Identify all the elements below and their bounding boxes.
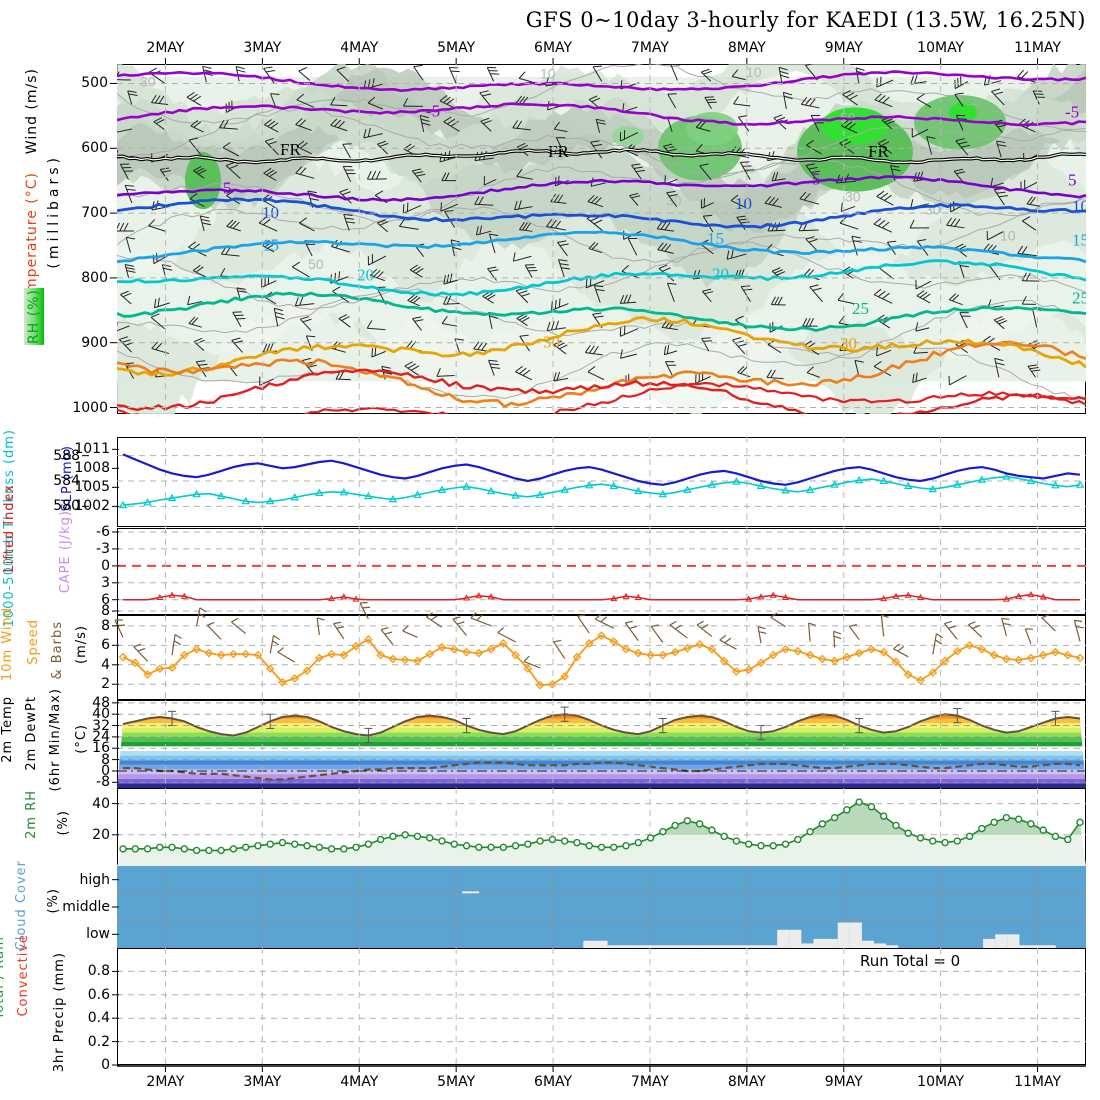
date-tick: 6MAY	[534, 1074, 573, 1090]
axis-tick-label: 0	[101, 557, 110, 574]
date-tick: 5MAY	[437, 40, 476, 56]
axis-tick-label: 0	[101, 762, 110, 779]
axis-tick-label: 1000	[72, 399, 108, 416]
date-tick: 11MAY	[1014, 1074, 1062, 1090]
date-tick: 11MAY	[1014, 40, 1062, 56]
svg-text:20: 20	[712, 265, 729, 284]
svg-text:-5: -5	[1065, 103, 1079, 122]
top-date-axis: 2MAY 3MAY 4MAY 5MAY 6MAY 7MAY 8MAY 9MAY 10MAY 11M…	[117, 40, 1086, 62]
svg-text:5: 5	[1068, 171, 1077, 190]
axis-tick-label: 20	[92, 826, 110, 843]
date-tick: 4MAY	[340, 40, 379, 56]
axis-tick-label: 16	[92, 740, 110, 757]
axis-tick-label: 588	[53, 447, 80, 464]
svg-text:FR: FR	[868, 142, 889, 161]
axis-tick-label: 1008	[74, 460, 110, 477]
wind10m-panel	[117, 615, 1086, 700]
axis-tick-label: 800	[81, 269, 108, 286]
axis-tick-label: 900	[81, 334, 108, 351]
cloud-level-label: middle	[62, 899, 110, 915]
axis-tick-label: 24	[92, 728, 110, 745]
date-tick: 3MAY	[243, 40, 282, 56]
precip-panel	[117, 948, 1086, 1065]
axis-tick-label: 48	[92, 694, 110, 711]
date-tick: 9MAY	[824, 40, 863, 56]
svg-text:15: 15	[262, 235, 279, 254]
svg-text:30: 30	[140, 74, 156, 90]
svg-text:20: 20	[357, 265, 374, 284]
axis-tick-label: 8	[101, 751, 110, 768]
svg-text:FR: FR	[548, 142, 569, 161]
page-title: GFS 0~10day 3-hourly for KAEDI (13.5W, 1…	[525, 8, 1086, 32]
axis-tick-label: -3	[96, 540, 110, 557]
svg-text:10: 10	[262, 203, 279, 222]
axis-tick-label: 0.2	[87, 1033, 110, 1050]
svg-text:10: 10	[1000, 227, 1016, 243]
svg-text:10: 10	[746, 64, 762, 80]
axis-tick-label: 3	[101, 574, 110, 591]
axis-tick-label: 0.4	[87, 1010, 110, 1027]
date-tick: 4MAY	[340, 1074, 379, 1090]
axis-tick-label: 580	[53, 498, 80, 515]
date-tick: 5MAY	[437, 1074, 476, 1090]
axis-tick-label: 1002	[74, 498, 110, 515]
bottom-date-axis: 2MAY 3MAY 4MAY 5MAY 6MAY 7MAY 8MAY 9MAY 10MAY 11M…	[117, 1066, 1086, 1090]
slp-thickness-panel	[117, 437, 1086, 527]
date-tick: 7MAY	[630, 1074, 669, 1090]
axis-tick-label: 8	[101, 603, 110, 619]
svg-text:30: 30	[845, 188, 861, 204]
axis-tick-label: 0.8	[87, 963, 110, 980]
date-tick: 10MAY	[917, 1074, 965, 1090]
axis-tick-label: -6	[96, 524, 110, 540]
svg-text:10: 10	[1072, 197, 1089, 216]
svg-text:30: 30	[840, 334, 857, 353]
axis-tick-label: 6	[101, 637, 110, 654]
date-tick: 3MAY	[243, 1074, 282, 1090]
date-tick: 8MAY	[727, 40, 766, 56]
svg-text:15: 15	[1072, 230, 1089, 249]
axis-tick-label: 600	[81, 140, 108, 157]
date-tick: 2MAY	[146, 40, 185, 56]
axis-tick-label: 4	[101, 656, 110, 673]
axis-tick-label: 0.6	[87, 986, 110, 1003]
axis-tick-label: 8	[101, 617, 110, 634]
axis-tick-label: 1005	[74, 479, 110, 496]
axis-tick-label: -8	[96, 774, 110, 791]
svg-text:15: 15	[707, 229, 724, 248]
run-total-annotation: Run Total = 0	[860, 952, 961, 970]
axis-tick-label: 40	[92, 795, 110, 812]
svg-text:-5: -5	[426, 101, 440, 120]
svg-text:25: 25	[852, 299, 869, 318]
svg-text:10: 10	[540, 65, 556, 81]
svg-text:50: 50	[308, 256, 324, 272]
axis-tick-label: 500	[81, 75, 108, 92]
date-tick: 8MAY	[727, 1074, 766, 1090]
axis-tick-label: 40	[92, 706, 110, 723]
svg-text:5: 5	[812, 169, 821, 188]
svg-text:5: 5	[223, 178, 232, 197]
lifted-index-panel	[117, 528, 1086, 615]
axis-tick-label: 700	[81, 205, 108, 222]
svg-text:10: 10	[735, 194, 752, 213]
axis-tick-label: 0	[101, 1057, 110, 1073]
date-tick: 2MAY	[146, 1074, 185, 1090]
cloud-level-label: low	[86, 926, 110, 943]
svg-text:FR: FR	[280, 140, 301, 159]
axis-tick-label: 32	[92, 717, 110, 734]
svg-text:25: 25	[1072, 289, 1089, 308]
date-tick: 10MAY	[917, 40, 965, 56]
axis-tick-label: 2	[101, 676, 110, 693]
axis-tick-label: 584	[53, 473, 80, 489]
date-tick: 9MAY	[824, 1074, 863, 1090]
date-tick: 6MAY	[534, 40, 573, 56]
cloud-level-label: high	[79, 871, 110, 888]
axis-tick-label: 6	[101, 591, 110, 608]
date-tick: 7MAY	[630, 40, 669, 56]
axis-tick-label: 1011	[74, 441, 110, 458]
